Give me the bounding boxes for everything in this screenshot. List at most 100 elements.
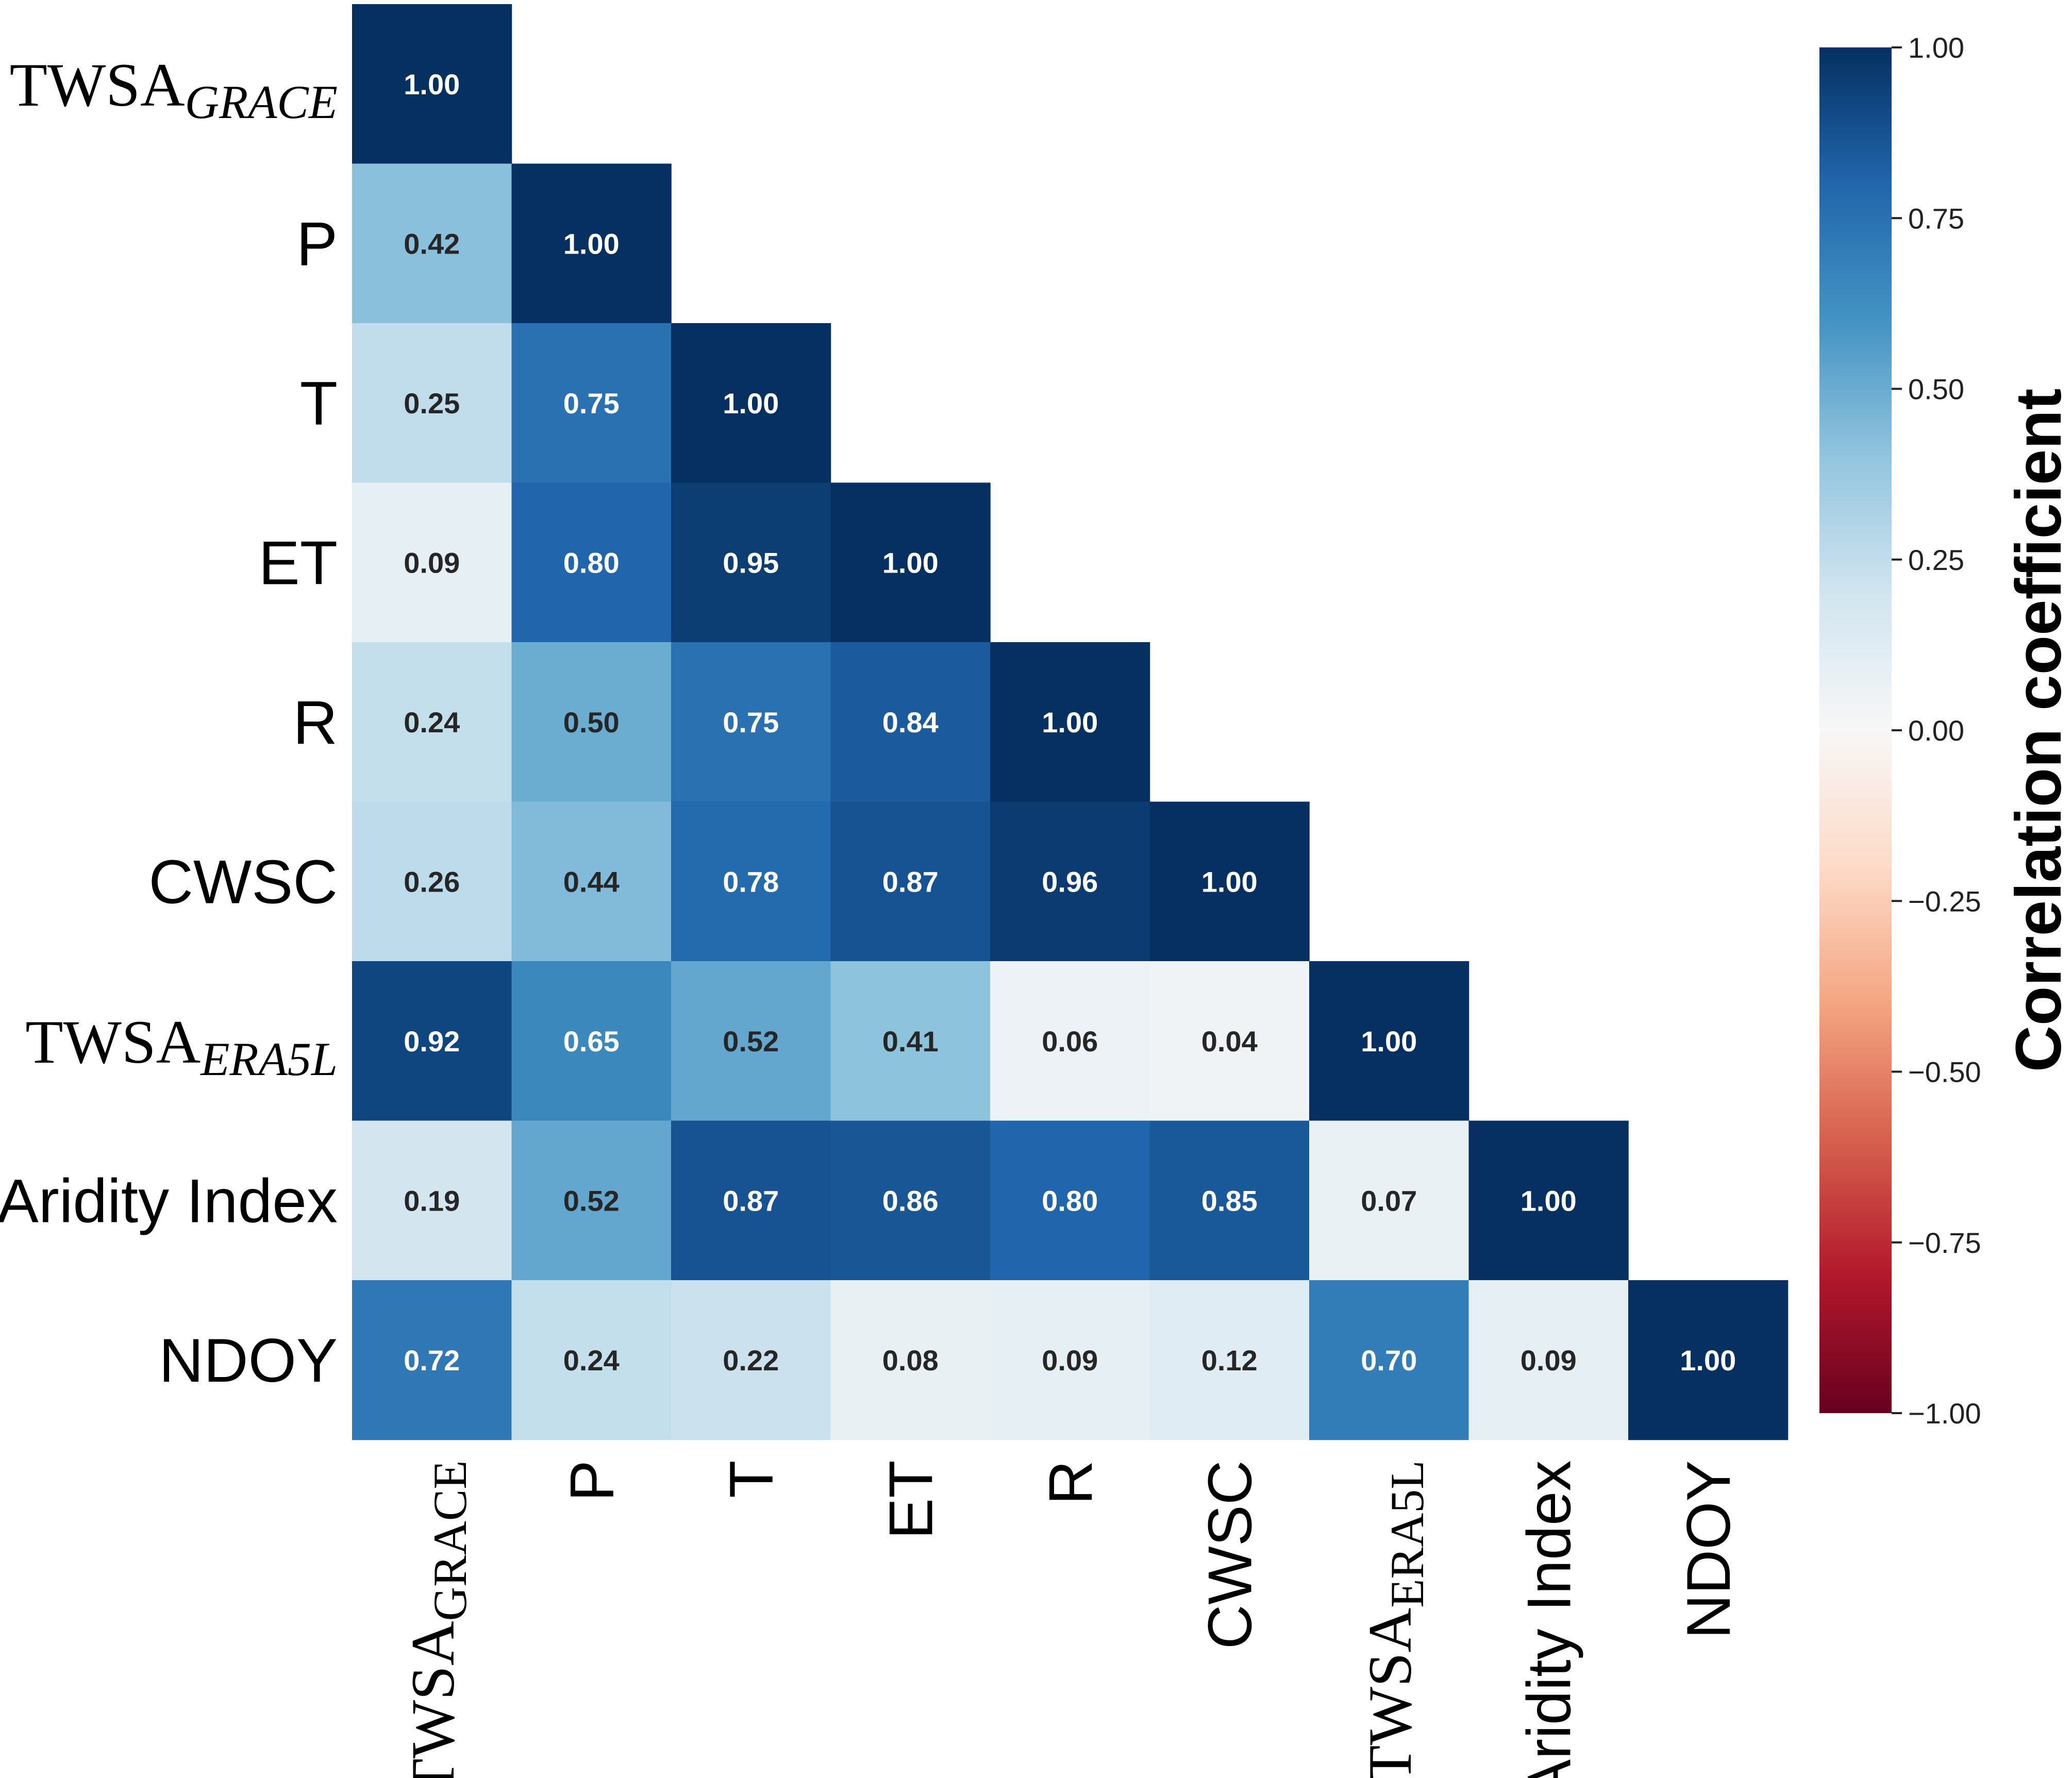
heatmap-cell — [352, 642, 512, 802]
cell-value-label: 1.00 — [1680, 1344, 1736, 1377]
cell-value-label: 0.80 — [1042, 1184, 1098, 1217]
cell-value-label: 0.04 — [1201, 1025, 1258, 1058]
cell-value-label: 0.75 — [563, 387, 620, 420]
heatmap-cell — [830, 801, 991, 962]
colorbar-tick-label: 0.25 — [1908, 544, 1964, 576]
heatmap-cell — [352, 1280, 512, 1440]
heatmap-cell — [671, 1280, 831, 1440]
heatmap-cell — [671, 642, 831, 802]
heatmap-cell — [511, 1280, 672, 1440]
cell-value-label: 0.87 — [882, 865, 939, 898]
colorbar-ticks: 1.00 0.75 0.50 0.25 0.00 −0.25 −0.50 −0.75 −1.00 — [1892, 31, 1981, 1430]
heatmap-cell — [830, 642, 991, 802]
colorbar-label: Correlation coefficient — [2003, 389, 2072, 1072]
cell-value-label: 0.95 — [723, 546, 779, 579]
colorbar-gradient — [1819, 47, 1892, 1413]
heatmap-cells: 1.00 0.42 1.00 0.25 0.75 1.00 0.09 0.80 0.95 1.00… — [352, 4, 1789, 1440]
row-label: NDOY — [159, 1326, 338, 1395]
cell-value-label: 0.25 — [404, 387, 460, 420]
cell-value-label: 1.00 — [723, 387, 779, 420]
column-label: CWSC — [1195, 1461, 1264, 1650]
heatmap-cell — [511, 1120, 672, 1281]
heatmap-cell — [511, 323, 672, 483]
heatmap-cell — [1468, 1280, 1629, 1440]
column-label: T — [717, 1461, 786, 1498]
cell-value-label: 0.92 — [404, 1025, 460, 1058]
cell-value-label: 0.96 — [1042, 865, 1098, 898]
column-label: ET — [876, 1461, 945, 1539]
cell-value-label: 1.00 — [1520, 1184, 1577, 1217]
row-label: ET — [259, 528, 338, 597]
heatmap-cell — [1149, 801, 1310, 962]
heatmap-cell — [1149, 1120, 1310, 1281]
row-label: TWSAERA5L — [25, 1008, 338, 1085]
heatmap-cell — [1149, 1280, 1310, 1440]
cell-value-label: 0.78 — [723, 865, 779, 898]
cell-value-label: 1.00 — [882, 546, 939, 579]
cell-value-label: 1.00 — [563, 227, 620, 260]
cell-value-label: 0.80 — [563, 546, 620, 579]
column-label: P — [557, 1461, 626, 1502]
heatmap-cell — [1309, 1280, 1469, 1440]
heatmap-cell — [671, 961, 831, 1121]
colorbar-tick-label: −0.50 — [1908, 1056, 1981, 1088]
heatmap-cell — [830, 1280, 991, 1440]
cell-value-label: 0.06 — [1042, 1025, 1098, 1058]
cell-value-label: 1.00 — [1201, 865, 1258, 898]
cell-value-label: 0.70 — [1361, 1344, 1417, 1377]
row-labels: TWSAGRACE P T ET R CWSC TWSAERA5L Aridity Index… — [0, 51, 338, 1395]
heatmap-cell — [830, 961, 991, 1121]
colorbar: 1.00 0.75 0.50 0.25 0.00 −0.25 −0.50 −0.75 −1.00… — [1819, 31, 2072, 1430]
colorbar-tick-label: −0.75 — [1908, 1227, 1981, 1259]
cell-value-label: 0.09 — [1042, 1344, 1098, 1377]
heatmap-cell — [671, 482, 831, 643]
cell-value-label: 0.85 — [1201, 1184, 1258, 1217]
row-label: P — [296, 209, 338, 278]
heatmap-cell — [352, 801, 512, 962]
row-label: Aridity Index — [0, 1166, 338, 1235]
cell-value-label: 0.44 — [563, 865, 620, 898]
colorbar-tick-label: −0.25 — [1908, 885, 1981, 917]
cell-value-label: 0.24 — [404, 706, 460, 739]
cell-value-label: 0.52 — [723, 1025, 779, 1058]
heatmap-cell — [1468, 1120, 1629, 1281]
cell-value-label: 0.87 — [723, 1184, 779, 1217]
heatmap-cell — [1309, 1120, 1469, 1281]
heatmap-cell — [1628, 1280, 1789, 1440]
row-label: TWSAGRACE — [10, 51, 338, 128]
row-label: R — [293, 688, 338, 757]
heatmap-cell — [511, 482, 672, 643]
cell-value-label: 0.19 — [404, 1184, 460, 1217]
cell-value-label: 0.72 — [404, 1344, 460, 1377]
column-label: TWSAERA5L — [1356, 1461, 1433, 1778]
cell-value-label: 0.24 — [563, 1344, 620, 1377]
cell-value-label: 0.41 — [882, 1025, 939, 1058]
cell-value-label: 0.22 — [723, 1344, 779, 1377]
heatmap-cell — [1309, 961, 1469, 1121]
colorbar-tick-label: −1.00 — [1908, 1397, 1981, 1430]
column-label: Aridity Index — [1514, 1461, 1583, 1778]
heatmap-cell — [990, 642, 1150, 802]
heatmap-cell — [511, 163, 672, 324]
heatmap-cell — [671, 1120, 831, 1281]
heatmap-cell — [511, 801, 672, 962]
heatmap-cell — [352, 1120, 512, 1281]
heatmap-cell — [511, 961, 672, 1121]
heatmap-cell — [830, 1120, 991, 1281]
cell-value-label: 1.00 — [404, 68, 460, 100]
cell-value-label: 0.07 — [1361, 1184, 1417, 1217]
cell-value-label: 0.08 — [882, 1344, 939, 1377]
heatmap-cell — [990, 961, 1150, 1121]
heatmap-cell — [990, 1120, 1150, 1281]
column-labels: TWSAGRACE P T ET R CWSC TWSAERA5L Aridity Index… — [398, 1461, 1743, 1778]
row-label: T — [300, 369, 338, 438]
colorbar-tick-label: 0.75 — [1908, 202, 1964, 234]
cell-value-label: 0.09 — [404, 546, 460, 579]
cell-value-label: 0.84 — [882, 706, 939, 739]
column-label: NDOY — [1674, 1461, 1743, 1639]
cell-value-label: 1.00 — [1042, 706, 1098, 739]
heatmap-cell — [352, 482, 512, 643]
heatmap-cell — [352, 323, 512, 483]
cell-value-label: 0.26 — [404, 865, 460, 898]
